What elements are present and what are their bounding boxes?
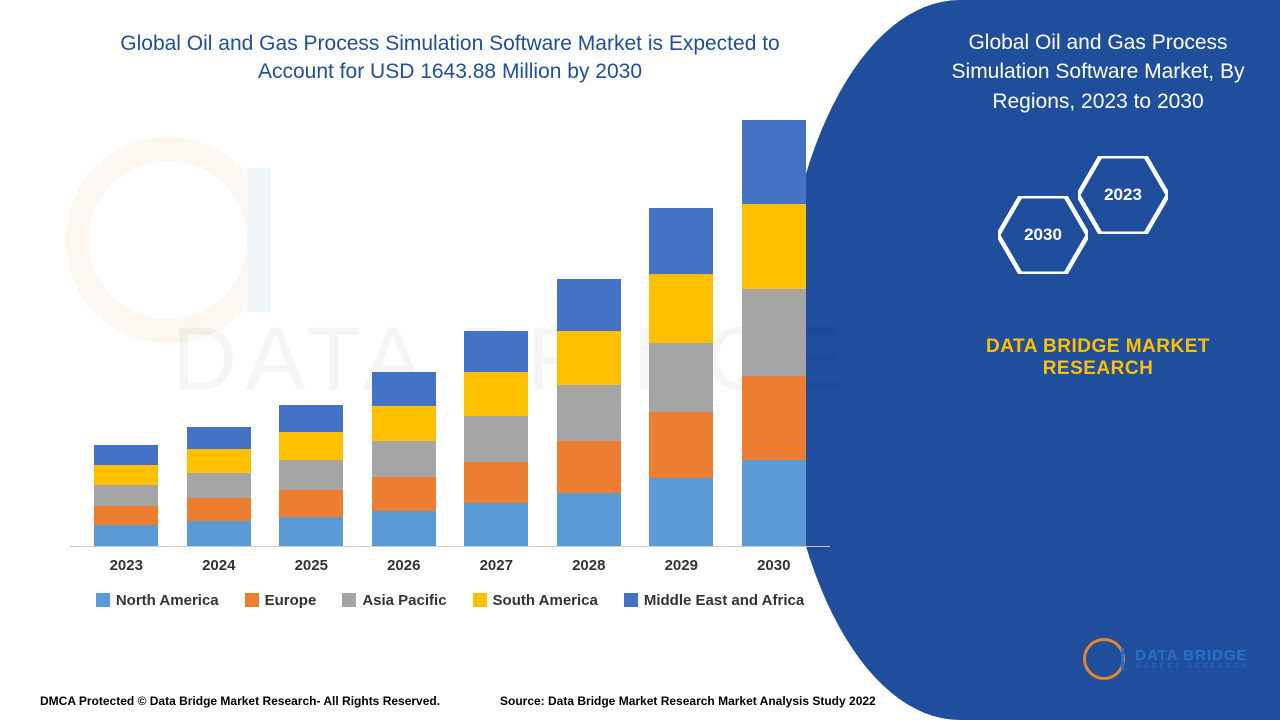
bar-segment: [464, 416, 528, 461]
x-axis-label: 2029: [649, 557, 713, 574]
x-axis-label: 2027: [464, 557, 528, 574]
bar-segment: [372, 441, 436, 477]
bar-segment: [187, 449, 251, 473]
logo-icon: [1083, 638, 1125, 680]
bar-segment: [372, 372, 436, 406]
bar-group: [94, 445, 158, 545]
hex-label-2030: 2030: [1024, 225, 1062, 245]
bar-segment: [372, 406, 436, 441]
bar-segment: [187, 473, 251, 498]
legend-swatch: [96, 593, 110, 607]
bar-group: [279, 405, 343, 546]
x-axis-label: 2030: [742, 557, 806, 574]
bar-segment: [557, 385, 621, 441]
bar-segment: [557, 441, 621, 493]
bar-segment: [557, 279, 621, 331]
x-axis-label: 2026: [372, 557, 436, 574]
bar-group: [742, 120, 806, 546]
chart-region: Global Oil and Gas Process Simulation So…: [40, 30, 860, 670]
bar-segment: [94, 485, 158, 506]
bar-segment: [649, 478, 713, 545]
legend-label: North America: [116, 592, 219, 609]
bar-segment: [279, 432, 343, 460]
bar-segment: [279, 405, 343, 432]
bar-segment: [742, 289, 806, 376]
x-axis-labels: 2023 2024 2025 2026 2027 2028 2029 2030: [70, 547, 830, 574]
logo-text-main: DATA BRIDGE: [1135, 648, 1250, 663]
bar-segment: [742, 120, 806, 204]
hex-label-2023: 2023: [1104, 185, 1142, 205]
bar-segment: [557, 493, 621, 546]
bar-segment: [649, 208, 713, 274]
x-axis-label: 2024: [187, 557, 251, 574]
bar-group: [464, 331, 528, 546]
logo-text-sub: MARKET RESEARCH: [1135, 663, 1250, 670]
legend-label: Asia Pacific: [362, 592, 446, 609]
x-axis-label: 2028: [557, 557, 621, 574]
hexagon-graphic: 2030 2023: [998, 156, 1198, 306]
bar-segment: [187, 521, 251, 546]
footer-dmca: DMCA Protected © Data Bridge Market Rese…: [40, 694, 440, 708]
bar-segment: [94, 525, 158, 546]
bar-group: [557, 279, 621, 546]
legend-item: North America: [96, 592, 219, 609]
bar-segment: [187, 427, 251, 450]
bar-segment: [464, 372, 528, 416]
x-axis-label: 2023: [94, 557, 158, 574]
chart-title: Global Oil and Gas Process Simulation So…: [40, 30, 860, 107]
legend-item: Middle East and Africa: [624, 592, 804, 609]
bar-segment: [742, 376, 806, 460]
chart-plot: [70, 107, 830, 547]
bar-segment: [464, 503, 528, 546]
legend-item: Asia Pacific: [342, 592, 446, 609]
bar-segment: [649, 343, 713, 413]
bar-segment: [279, 490, 343, 517]
bar-segment: [94, 445, 158, 464]
bar-segment: [94, 465, 158, 485]
bar-segment: [187, 498, 251, 521]
legend-swatch: [473, 593, 487, 607]
bar-segment: [372, 511, 436, 546]
bar-segment: [372, 477, 436, 511]
legend-label: Middle East and Africa: [644, 592, 804, 609]
legend-label: South America: [493, 592, 598, 609]
footer-source: Source: Data Bridge Market Research Mark…: [500, 694, 876, 708]
logo-bottom-right: DATA BRIDGE MARKET RESEARCH: [1083, 638, 1250, 680]
bar-segment: [279, 460, 343, 490]
bar-segment: [649, 274, 713, 343]
legend-label: Europe: [265, 592, 317, 609]
bar-group: [187, 427, 251, 546]
bar-segment: [279, 517, 343, 545]
legend-swatch: [624, 593, 638, 607]
bar-segment: [464, 331, 528, 372]
bar-segment: [649, 412, 713, 478]
bar-segment: [94, 506, 158, 525]
right-panel-title: Global Oil and Gas Process Simulation So…: [940, 28, 1256, 116]
bar-segment: [557, 331, 621, 385]
legend-item: South America: [473, 592, 598, 609]
chart-legend: North America Europe Asia Pacific South Ame…: [60, 592, 840, 609]
x-axis-label: 2025: [279, 557, 343, 574]
legend-swatch: [245, 593, 259, 607]
right-panel: Global Oil and Gas Process Simulation So…: [860, 0, 1280, 720]
brand-name: DATA BRIDGE MARKET RESEARCH: [940, 336, 1256, 380]
bar-segment: [742, 204, 806, 289]
bar-segment: [742, 460, 806, 545]
bar-segment: [464, 462, 528, 503]
bar-group: [649, 208, 713, 546]
legend-swatch: [342, 593, 356, 607]
legend-item: Europe: [245, 592, 317, 609]
bar-group: [372, 372, 436, 545]
